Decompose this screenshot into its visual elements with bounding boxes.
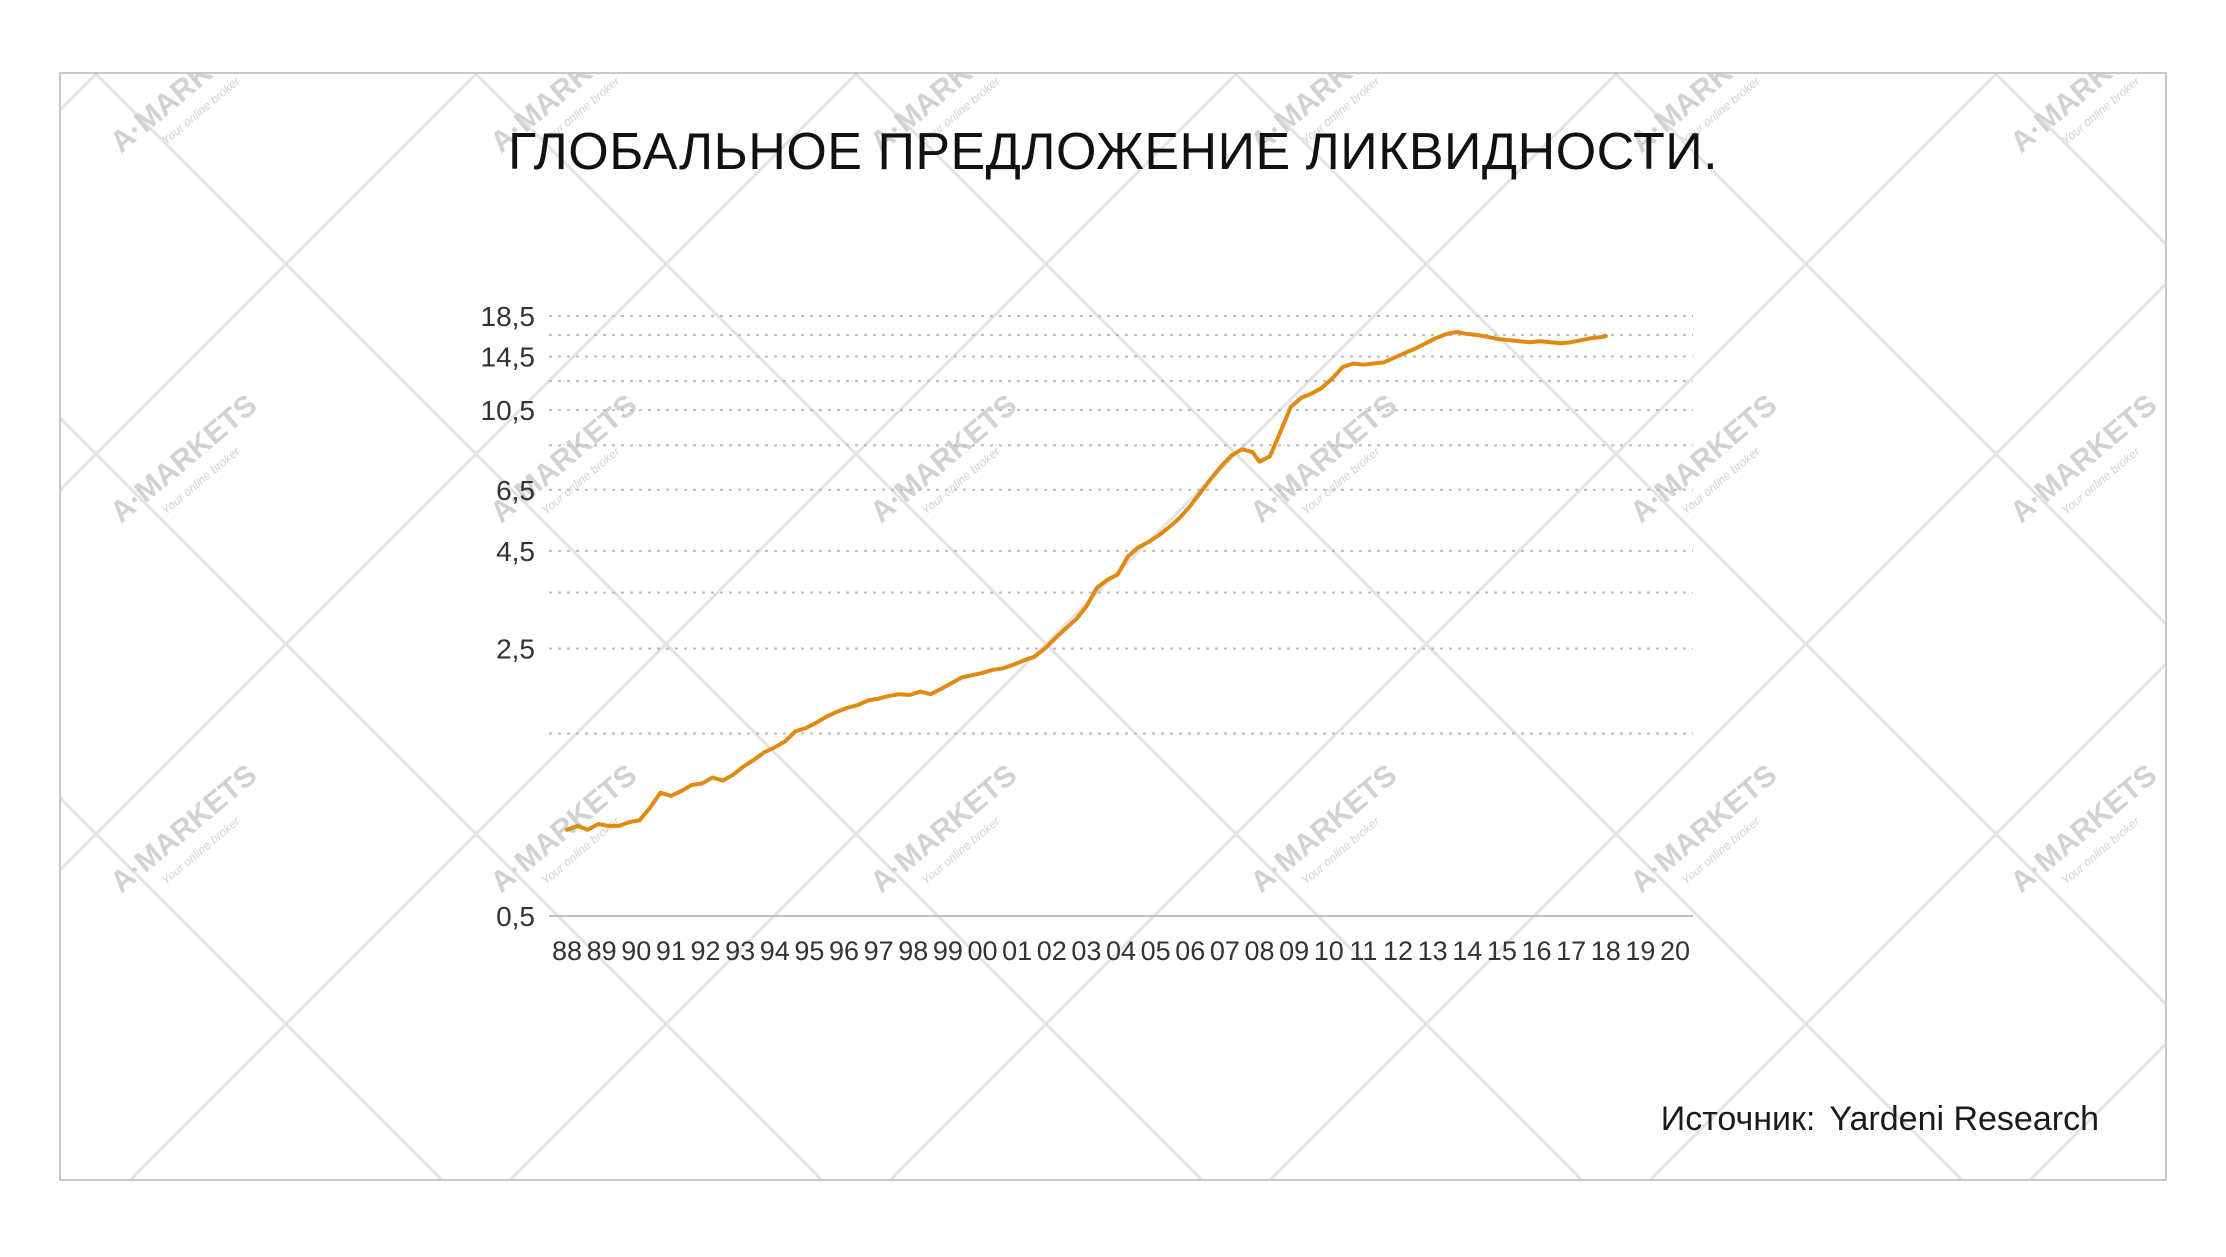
x-tick-label: 99: [933, 936, 963, 966]
x-tick-label: 01: [1002, 936, 1032, 966]
x-tick-label: 08: [1244, 936, 1274, 966]
pattern-line: [1234, 74, 2165, 1006]
pattern-line: [94, 74, 1203, 1179]
x-tick-label: 97: [864, 936, 894, 966]
x-tick-label: 88: [552, 936, 582, 966]
x-tick-label: 06: [1175, 936, 1205, 966]
y-tick-label: 10,5: [481, 395, 536, 426]
source-note: Источник: Yardeni Research: [1661, 1100, 2099, 1139]
pattern-line: [1649, 662, 2165, 1179]
x-tick-label: 18: [1591, 936, 1621, 966]
pattern-line: [889, 74, 1998, 1179]
x-tick-label: 92: [690, 936, 720, 966]
y-tick-label: 4,5: [496, 536, 535, 567]
x-tick-label: 15: [1487, 936, 1517, 966]
x-tick-label: 11: [1349, 936, 1377, 966]
x-tick-label: 00: [967, 936, 997, 966]
x-tick-label: 90: [621, 936, 651, 966]
x-tick-label: 12: [1383, 936, 1413, 966]
x-tick-label: 14: [1452, 936, 1482, 966]
x-tick-label: 02: [1037, 936, 1067, 966]
y-tick-label: 2,5: [496, 634, 535, 665]
x-tick-label: 95: [794, 936, 824, 966]
pattern-line: [1614, 74, 2165, 626]
x-tick-label: 09: [1279, 936, 1309, 966]
x-tick-label: 93: [725, 936, 755, 966]
pattern-line: [1269, 282, 2165, 1179]
y-tick-label: 0,5: [496, 901, 535, 932]
chart-frame: A·MARKETS Your online broker A·MARKETS Your…: [59, 72, 2167, 1181]
pattern-line: [129, 74, 1238, 1179]
pattern-line: [61, 74, 858, 872]
y-tick-label: 18,5: [481, 301, 536, 332]
x-tick-label: 89: [587, 936, 617, 966]
source-value: Yardeni Research: [1829, 1100, 2099, 1138]
pattern-line: [61, 796, 443, 1179]
y-tick-label: 6,5: [496, 475, 535, 506]
x-tick-label: 96: [829, 936, 859, 966]
series-line: [565, 330, 1608, 832]
y-tick-labels: 0,5 2,5 4,5 6,5 10,5 14,5 18,5: [481, 301, 536, 932]
chart-title: ГЛОБАЛЬНОЕ ПРЕДЛОЖЕНИЕ ЛИКВИДНОСТИ.: [507, 123, 1719, 181]
pattern-line: [509, 74, 1618, 1179]
x-tick-labels: 88 89 90 91 92 93 94 95 96 97 98 99 00 01 02 03 04 05 06 07…: [552, 936, 1690, 966]
x-tick-label: 16: [1521, 936, 1551, 966]
x-tick-label: 05: [1141, 936, 1171, 966]
x-tick-label: 94: [760, 936, 790, 966]
x-tick-label: 20: [1660, 936, 1690, 966]
pattern-line: [61, 416, 823, 1179]
pattern-line: [61, 74, 478, 492]
liquidity-line-chart: 0,52,54,56,510,514,518,5 88 89 90 91 92 93 94 9…: [481, 301, 1693, 966]
x-tick-label: 91: [656, 936, 686, 966]
x-tick-label: 10: [1314, 936, 1344, 966]
x-tick-label: 03: [1071, 936, 1101, 966]
x-tick-label: 98: [898, 936, 928, 966]
source-label: Источник:: [1660, 1100, 1816, 1138]
pattern-line: [854, 74, 1963, 1179]
x-tick-label: 13: [1418, 936, 1448, 966]
y-tick-label: 14,5: [481, 341, 536, 372]
gridlines: [549, 315, 1693, 735]
x-tick-label: 17: [1556, 936, 1586, 966]
x-tick-label: 04: [1106, 936, 1136, 966]
pattern-line: [474, 74, 1583, 1179]
x-tick-label: 07: [1210, 936, 1240, 966]
x-tick-label: 19: [1625, 936, 1655, 966]
